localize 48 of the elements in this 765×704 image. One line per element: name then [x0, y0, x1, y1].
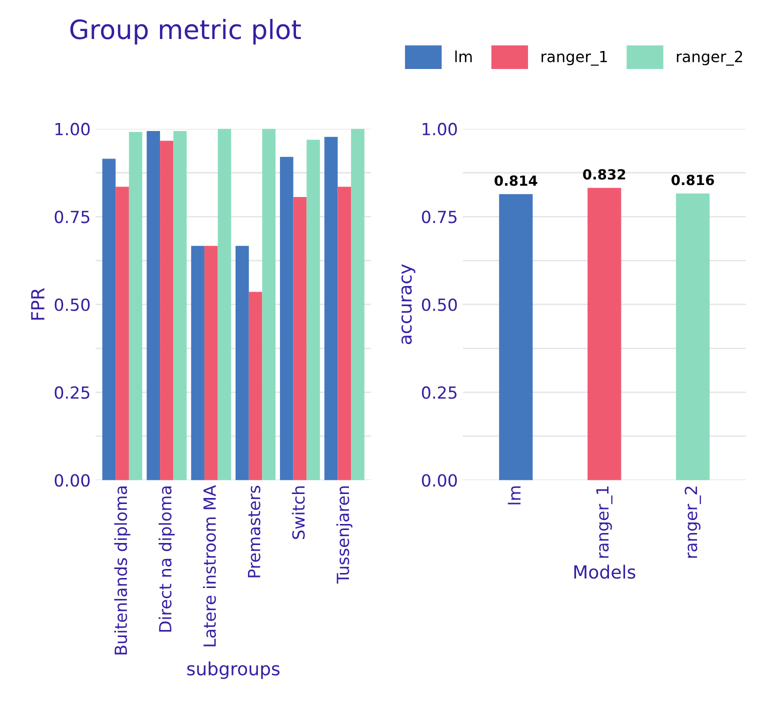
- bar: [262, 128, 276, 480]
- y-tick-label: 1.00: [55, 122, 90, 136]
- bar: [306, 140, 320, 480]
- x-tick-label: Switch: [292, 486, 305, 539]
- bar: [128, 132, 142, 480]
- bar: [293, 196, 307, 480]
- chart-title: Group metric plot: [70, 18, 301, 44]
- y-axis-title: FPR: [31, 288, 44, 320]
- y-tick-label: 0.00: [54, 474, 90, 487]
- bar: [218, 128, 232, 480]
- bar: [248, 292, 262, 480]
- x-tick-label: Premasters: [248, 486, 260, 578]
- bar: [146, 130, 160, 480]
- y-tick-label: 0.50: [54, 298, 90, 312]
- x-axis-title: subgroups: [187, 662, 280, 680]
- x-tick-label: ranger_1: [596, 486, 612, 558]
- y-tick-label: 0.50: [422, 298, 457, 312]
- bar: [236, 246, 249, 480]
- bar: [351, 128, 364, 480]
- y-tick-label: 0.00: [422, 474, 457, 487]
- legend-label: ranger_2: [676, 50, 742, 66]
- x-tick-label: Direct na diploma: [158, 486, 175, 632]
- bar: [280, 156, 294, 480]
- x-tick-label: ranger_2: [684, 486, 701, 558]
- bar: [338, 186, 352, 480]
- bar: [204, 246, 218, 480]
- bar: [160, 140, 174, 480]
- y-tick-label: 0.25: [54, 386, 90, 399]
- bar: [324, 136, 338, 480]
- y-tick-label: 0.75: [422, 210, 457, 224]
- data-label: 0.832: [583, 169, 626, 180]
- bar: [191, 246, 204, 480]
- data-label: 0.814: [494, 175, 538, 186]
- bar: [116, 186, 129, 480]
- y-axis-title: accuracy: [401, 264, 416, 344]
- y-tick-label: 1.00: [422, 122, 457, 136]
- bar: [102, 158, 116, 480]
- y-tick-label: 0.75: [54, 210, 90, 224]
- legend-label: lm: [455, 50, 472, 62]
- data-label: 0.816: [672, 174, 714, 186]
- x-tick-label: Tussenjaren: [336, 486, 352, 584]
- y-tick-label: 0.25: [422, 386, 457, 399]
- legend-label: ranger_1: [542, 50, 607, 66]
- x-tick-label: lm: [508, 486, 520, 504]
- x-axis-title: Models: [574, 564, 636, 579]
- x-tick-label: Buitenlands diploma: [114, 486, 130, 654]
- x-tick-label: Latere instroom MA: [203, 485, 216, 646]
- bar: [173, 130, 187, 480]
